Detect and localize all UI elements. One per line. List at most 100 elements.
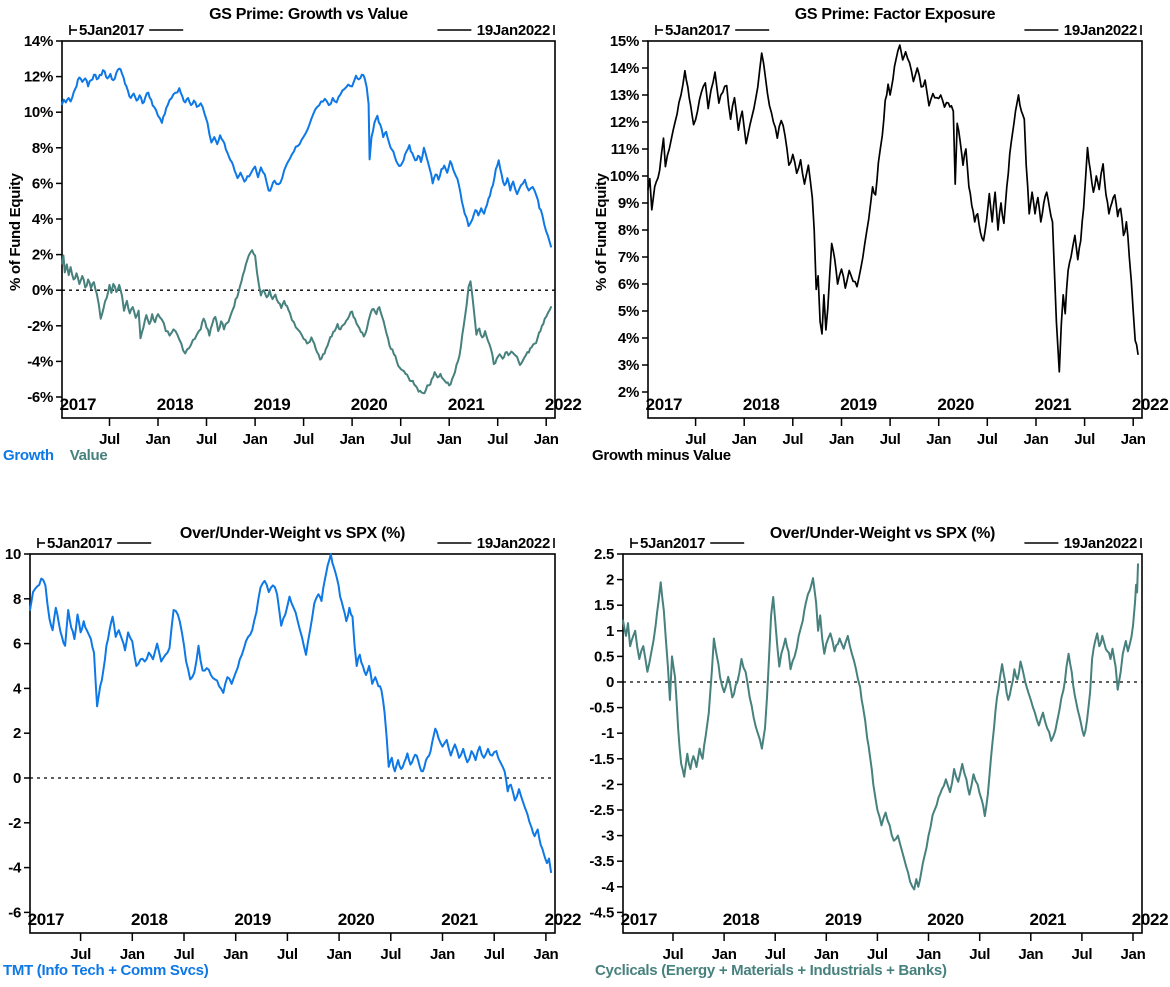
svg-text:2017: 2017 <box>28 910 65 929</box>
svg-text:19Jan2022: 19Jan2022 <box>1064 535 1137 552</box>
svg-text:2%: 2% <box>32 247 53 264</box>
svg-text:Jan: Jan <box>829 431 854 448</box>
svg-text:0.5: 0.5 <box>594 648 614 665</box>
svg-text:2: 2 <box>13 725 21 742</box>
svg-text:2020: 2020 <box>338 910 375 929</box>
svg-text:Jan: Jan <box>533 946 558 963</box>
svg-text:7%: 7% <box>618 249 639 266</box>
svg-text:Jul: Jul <box>969 946 990 963</box>
svg-text:Jan: Jan <box>534 431 559 448</box>
svg-text:10: 10 <box>5 546 21 563</box>
svg-text:Jan: Jan <box>437 431 462 448</box>
svg-text:Jan: Jan <box>340 431 365 448</box>
svg-text:2018: 2018 <box>743 395 780 414</box>
page-title: Over/Under-Weight vs SPX (%) <box>179 525 406 542</box>
svg-text:4%: 4% <box>32 211 53 228</box>
svg-text:Jan: Jan <box>814 946 839 963</box>
svg-text:Jul: Jul <box>293 431 314 448</box>
svg-text:2020: 2020 <box>937 395 974 414</box>
svg-text:2017: 2017 <box>621 910 658 929</box>
y-axis-title: % of Fund Equity <box>593 173 610 291</box>
svg-text:5Jan2017: 5Jan2017 <box>47 535 112 552</box>
svg-text:12%: 12% <box>610 114 639 131</box>
svg-text:2.5: 2.5 <box>594 546 614 563</box>
svg-text:Jan: Jan <box>243 431 268 448</box>
svg-text:6%: 6% <box>32 175 53 192</box>
svg-text:0%: 0% <box>32 282 53 299</box>
svg-text:2019: 2019 <box>234 910 271 929</box>
svg-text:Jan: Jan <box>223 946 248 963</box>
svg-text:2022: 2022 <box>545 910 582 929</box>
svg-text:6: 6 <box>13 636 21 653</box>
svg-text:Jul: Jul <box>99 431 120 448</box>
svg-text:-3.5: -3.5 <box>589 853 614 870</box>
svg-text:-2.5: -2.5 <box>589 802 614 819</box>
svg-text:2019: 2019 <box>840 395 877 414</box>
svg-text:Jan: Jan <box>327 946 352 963</box>
page-title: GS Prime: Growth vs Value <box>209 6 408 23</box>
svg-text:2019: 2019 <box>254 395 291 414</box>
svg-text:2021: 2021 <box>1035 395 1072 414</box>
plot-growth-vs-value: 14% 12% 10% 8% 6% 4% 2% 0% -2% -4% -6% Jul Jan Jul Jan… <box>24 22 582 448</box>
svg-text:8%: 8% <box>618 222 639 239</box>
svg-text:8%: 8% <box>32 140 53 157</box>
svg-text:10%: 10% <box>24 104 53 121</box>
svg-text:Jan: Jan <box>732 431 757 448</box>
svg-text:Jan: Jan <box>146 431 171 448</box>
legend-item-growth: Growth <box>3 447 54 464</box>
svg-text:-3: -3 <box>601 828 614 845</box>
svg-text:Jul: Jul <box>782 431 803 448</box>
svg-text:Jan: Jan <box>430 946 455 963</box>
svg-text:2017: 2017 <box>646 395 683 414</box>
svg-text:2018: 2018 <box>723 910 760 929</box>
svg-text:2%: 2% <box>618 384 639 401</box>
svg-text:0: 0 <box>606 674 614 691</box>
y-axis-title: % of Fund Equity <box>7 173 24 291</box>
page-title: Over/Under-Weight vs SPX (%) <box>769 525 996 542</box>
svg-text:13%: 13% <box>610 87 639 104</box>
svg-text:2022: 2022 <box>1132 910 1169 929</box>
svg-text:14%: 14% <box>24 33 53 50</box>
svg-text:1: 1 <box>606 623 614 640</box>
svg-text:Jul: Jul <box>196 431 217 448</box>
svg-text:Jul: Jul <box>380 946 401 963</box>
svg-text:12%: 12% <box>24 69 53 86</box>
svg-text:Jul: Jul <box>867 946 888 963</box>
svg-text:Jan: Jan <box>1121 946 1146 963</box>
legend: TMT (Info Tech + Comm Svcs) <box>3 962 209 979</box>
svg-text:2019: 2019 <box>825 910 862 929</box>
svg-text:9%: 9% <box>618 195 639 212</box>
svg-text:4: 4 <box>13 680 22 697</box>
svg-text:-4: -4 <box>601 879 615 896</box>
svg-text:-6: -6 <box>8 904 21 921</box>
svg-text:5Jan2017: 5Jan2017 <box>79 22 144 39</box>
svg-text:11%: 11% <box>611 141 639 158</box>
svg-text:8: 8 <box>13 591 21 608</box>
legend: Cyclicals (Energy + Materials + Industri… <box>595 962 947 979</box>
svg-text:Jul: Jul <box>663 946 684 963</box>
plot-tmt-weight: 10 8 6 4 2 0 -2 -4 -6 Jul Jan Jul Jan Jul Jan Jul Jan Jul… <box>5 535 582 963</box>
svg-text:Jul: Jul <box>685 431 706 448</box>
svg-text:2022: 2022 <box>545 395 582 414</box>
svg-text:-2: -2 <box>601 776 614 793</box>
svg-text:Jul: Jul <box>765 946 786 963</box>
svg-text:2020: 2020 <box>927 910 964 929</box>
svg-text:2021: 2021 <box>1029 910 1066 929</box>
svg-text:-1: -1 <box>601 725 614 742</box>
svg-text:Jul: Jul <box>977 431 998 448</box>
svg-text:5Jan2017: 5Jan2017 <box>640 535 705 552</box>
svg-text:6%: 6% <box>618 276 639 293</box>
svg-text:-4.5: -4.5 <box>589 904 614 921</box>
plot-cyclicals-weight: 2.5 2 1.5 1 0.5 0 -0.5 -1 -1.5 -2 -2.5 -3 -3.5 -4 -4.5… <box>589 535 1169 963</box>
chart-panel-cyclicals-weight: 2.5 2 1.5 1 0.5 0 -0.5 -1 -1.5 -2 -2.5 -3 -3.5 -4 -4.5… <box>585 494 1170 987</box>
svg-text:Jul: Jul <box>174 946 195 963</box>
svg-text:19Jan2022: 19Jan2022 <box>477 535 550 552</box>
svg-text:19Jan2022: 19Jan2022 <box>1064 22 1137 39</box>
svg-text:-6%: -6% <box>27 389 53 406</box>
svg-text:Jul: Jul <box>277 946 298 963</box>
chart-panel-growth-vs-value: 14% 12% 10% 8% 6% 4% 2% 0% -2% -4% -6% Jul Jan Jul Jan… <box>0 0 585 494</box>
svg-text:Jul: Jul <box>390 431 411 448</box>
svg-text:Jan: Jan <box>1024 431 1049 448</box>
svg-text:Jan: Jan <box>926 431 951 448</box>
